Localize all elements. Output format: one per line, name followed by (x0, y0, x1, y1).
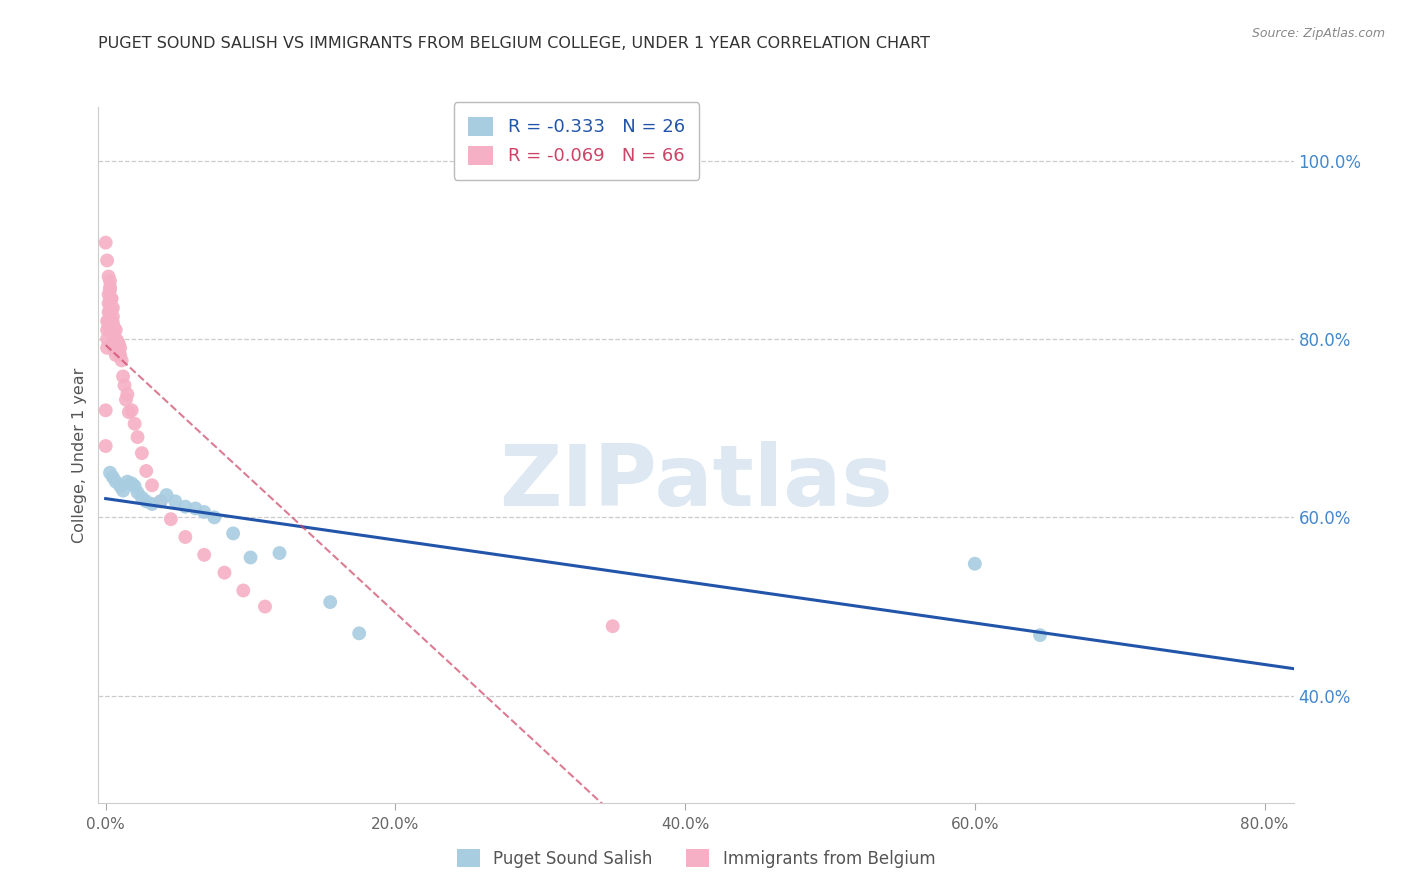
Point (98, 283, 121, 297)
Point (97, 305, 120, 319)
Point (104, 323, 127, 337)
Point (100, 292, 122, 306)
Point (149, 494, 172, 508)
Point (97, 296, 120, 310)
Point (98, 305, 121, 319)
Point (101, 316, 124, 330)
Point (98, 274, 121, 288)
Point (141, 478, 163, 492)
Point (103, 343, 125, 357)
Point (117, 387, 139, 401)
Point (107, 344, 129, 359)
Point (103, 321, 125, 335)
Point (104, 332, 127, 346)
Point (602, 619, 624, 633)
Point (104, 339, 127, 353)
Point (127, 430, 149, 444)
Point (100, 303, 122, 318)
Point (127, 485, 149, 500)
Point (110, 353, 132, 368)
Point (174, 530, 197, 544)
Point (104, 348, 127, 362)
Point (117, 475, 139, 489)
Point (112, 369, 135, 384)
Point (174, 500, 197, 514)
Point (101, 326, 124, 341)
Point (101, 321, 124, 335)
Point (98, 314, 121, 328)
Point (115, 392, 138, 407)
Point (103, 336, 125, 351)
Point (131, 491, 153, 505)
Point (96, 253, 118, 268)
Point (94, 439, 117, 453)
Point (108, 341, 131, 355)
Point (114, 378, 136, 392)
Point (108, 348, 131, 362)
Point (135, 464, 157, 478)
Point (121, 476, 143, 491)
Point (107, 336, 129, 351)
Point (184, 501, 207, 516)
Point (112, 483, 135, 498)
Point (155, 488, 177, 502)
Point (96, 341, 118, 355)
Point (149, 494, 172, 508)
Point (98, 298, 121, 312)
Point (94, 403, 117, 417)
Point (98, 280, 121, 294)
Point (98, 466, 121, 480)
Point (101, 301, 124, 315)
Point (232, 583, 254, 598)
Point (269, 546, 291, 560)
Point (1029, 628, 1052, 642)
Point (141, 497, 163, 511)
Text: Source: ZipAtlas.com: Source: ZipAtlas.com (1251, 27, 1385, 40)
Point (97, 269, 120, 284)
Point (121, 403, 143, 417)
Point (124, 479, 146, 493)
Point (100, 292, 122, 306)
Point (100, 321, 122, 335)
Point (124, 417, 146, 431)
Point (160, 512, 183, 526)
Point (97, 314, 120, 328)
Point (131, 446, 153, 460)
Point (103, 330, 125, 344)
Point (118, 405, 141, 419)
Point (135, 494, 157, 508)
Point (100, 314, 122, 328)
Point (96, 323, 118, 337)
Point (97, 318, 120, 333)
Point (214, 566, 236, 580)
Point (104, 475, 127, 489)
Y-axis label: College, Under 1 year: College, Under 1 year (72, 368, 87, 542)
Point (202, 510, 225, 524)
Point (97, 287, 120, 301)
Point (98, 292, 121, 306)
Text: PUGET SOUND SALISH VS IMMIGRANTS FROM BELGIUM COLLEGE, UNDER 1 YEAR CORRELATION : PUGET SOUND SALISH VS IMMIGRANTS FROM BE… (98, 36, 931, 51)
Text: ZIPatlas: ZIPatlas (499, 442, 893, 524)
Point (963, 557, 986, 571)
Point (253, 599, 276, 614)
Point (96, 332, 118, 346)
Point (101, 334, 124, 348)
Point (319, 595, 342, 609)
Point (101, 310, 124, 324)
Point (101, 470, 124, 484)
Point (165, 494, 187, 508)
Point (222, 526, 245, 541)
Legend: Puget Sound Salish, Immigrants from Belgium: Puget Sound Salish, Immigrants from Belg… (450, 842, 942, 874)
Point (347, 626, 370, 640)
Point (108, 479, 131, 493)
Point (193, 505, 215, 519)
Point (105, 341, 128, 355)
Point (94, 235, 117, 250)
Point (239, 550, 262, 565)
Point (105, 334, 128, 348)
Point (193, 548, 215, 562)
Point (96, 314, 118, 328)
